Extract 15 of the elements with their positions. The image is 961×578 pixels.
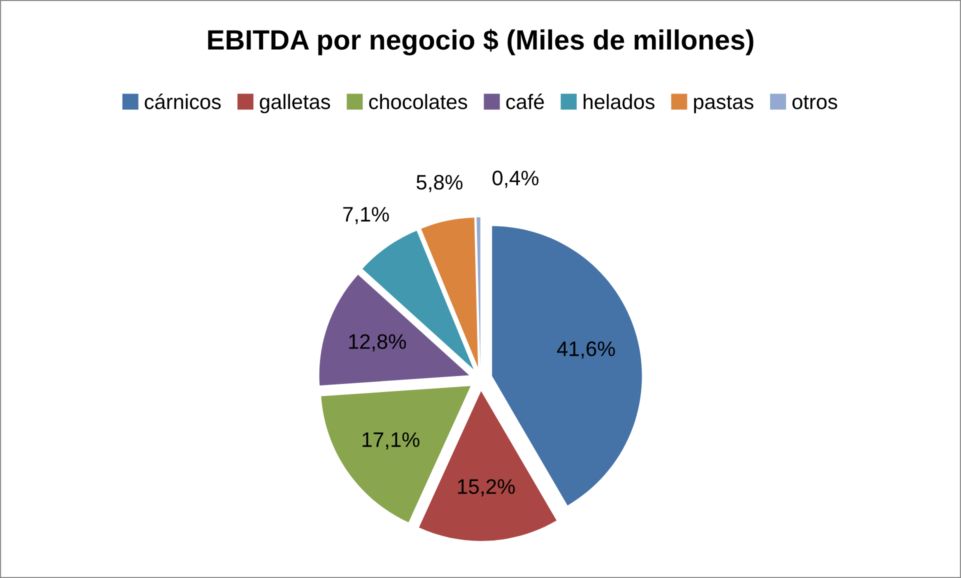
legend-label: helados [584, 94, 654, 110]
chart-title: EBITDA por negocio $ (Miles de millones) [208, 28, 754, 56]
legend-label: pastas [694, 96, 754, 114]
legend-label: chocolates [369, 94, 468, 110]
data-label: 15,2% [458, 479, 515, 496]
data-label: 17,1% [362, 432, 420, 450]
data-label: 41,6% [557, 341, 615, 359]
data-label: 12,8% [349, 334, 406, 352]
data-label: 7,1% [343, 206, 389, 224]
legend-label: otros [792, 96, 838, 110]
legend-label: galletas [260, 94, 330, 114]
data-label: 5,8% [416, 174, 462, 192]
legend-label: cárnicos [144, 94, 221, 110]
data-label: 0,4% [492, 170, 538, 188]
legend-label: café [506, 94, 544, 110]
